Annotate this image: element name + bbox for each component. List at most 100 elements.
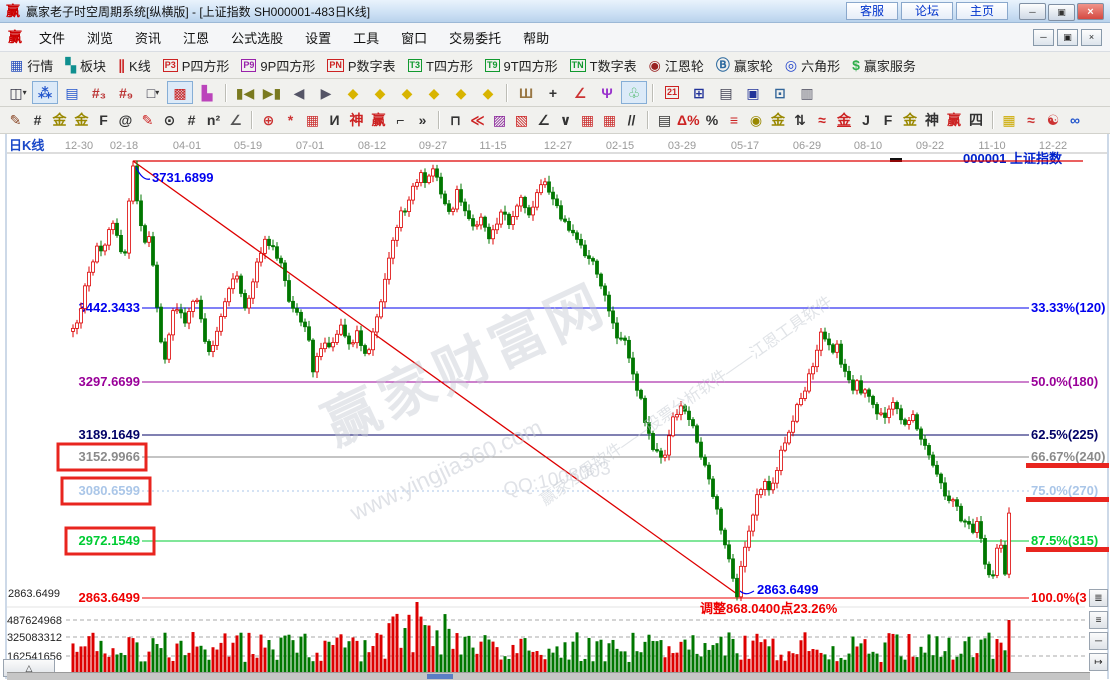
win-angle-button[interactable]: 赢 [944,109,965,131]
chart-9-button[interactable]: #₉ [113,81,139,104]
p-square-button[interactable]: P3 P四方形 [158,54,235,77]
brush-button[interactable]: ✎ [5,109,26,131]
pattern-tool-button[interactable]: ⁂ [32,81,58,104]
p-number-table-button[interactable]: PN P数字表 [322,54,400,77]
jump-start-button[interactable]: ▮◀ [232,81,258,104]
hand-tool-button[interactable]: Ш [513,81,539,104]
menu-item-4[interactable]: 公式选股 [231,30,284,46]
grid-tool-2-button[interactable]: # [181,109,202,131]
t-square-tool-button[interactable]: ⊓ [445,109,466,131]
win-grid-button[interactable]: 赢 [368,109,389,131]
horizontal-scrollbar[interactable] [7,672,1090,680]
parallel-lines-button[interactable]: // [621,109,642,131]
four-angle-button[interactable]: 四 [966,109,987,131]
hexagon-button[interactable]: ◎ 六角形 [780,54,845,77]
fan-box-button[interactable]: ▨ [489,109,510,131]
candle-style-button[interactable]: □ ▾ [140,81,166,104]
trend-wave-button[interactable]: ≈ [1021,109,1042,131]
fan-lines-button[interactable]: ≪ [467,109,488,131]
diamond-compress-button[interactable]: ◆ [421,81,447,104]
gold-angle-button[interactable]: 金 [900,109,921,131]
ruler-123-button[interactable]: ⌐ [390,109,411,131]
gann-tool-button[interactable]: Ψ [594,81,620,104]
t-square-button[interactable]: T3 T四方形 [403,54,478,77]
star-grid-button[interactable]: * [280,109,301,131]
red-grid-button[interactable]: ▦ [577,109,598,131]
pane-layout-3-button[interactable]: ≣ [1089,589,1108,607]
t-number-table-button[interactable]: TN T数字表 [565,54,642,77]
crosshair-tool-button[interactable]: + [540,81,566,104]
circle-cross-button[interactable]: ⊕ [258,109,279,131]
menu-item-1[interactable]: 浏览 [87,30,114,46]
gold-circle-button[interactable]: ◉ [746,109,767,131]
restore-button[interactable]: ▣ [1048,3,1075,21]
menu-item-0[interactable]: 文件 [39,30,66,46]
jump-end-button[interactable]: ▶▮ [259,81,285,104]
web-grid-button[interactable]: ▦ [302,109,323,131]
wave-marker-button[interactable]: И [324,109,345,131]
calendar-button[interactable]: 21 [659,81,685,104]
percent-tool-button[interactable]: % [702,109,723,131]
percent-angle-button[interactable]: Δ% [676,109,701,131]
chart-3-button[interactable]: #₃ [86,81,112,104]
step-forward-button[interactable]: ▶ [313,81,339,104]
more-tools-button[interactable]: » [412,109,433,131]
sectors-button[interactable]: ▚ 板块 [60,54,111,77]
spiral-tool-button[interactable]: @ [115,109,136,131]
close-button[interactable]: × [1077,3,1104,20]
fan-box-2-button[interactable]: ▧ [511,109,532,131]
taiji-button[interactable]: ☯ [1043,109,1064,131]
grid-tool-button[interactable]: # [27,109,48,131]
zone-tool-button[interactable]: ▩ [167,81,193,104]
homepage-button[interactable]: 主页 [955,2,1008,20]
square-numbers-button[interactable]: n² [203,109,224,131]
mdi-minimize-button[interactable]: ─ [1033,28,1054,46]
diamond-h-expand-button[interactable]: ◆ [394,81,420,104]
menu-item-2[interactable]: 资讯 [135,30,162,46]
yellow-grid-button[interactable]: ▦ [999,109,1020,131]
9p-square-button[interactable]: P9 9P四方形 [236,54,320,77]
mdi-close-button[interactable]: × [1081,28,1102,46]
winner-wheel-button[interactable]: Ⓑ 赢家轮 [711,54,778,77]
percent-lines-button[interactable]: ≡ [724,109,745,131]
chart-canvas[interactable]: 日K线 12-30 02-18 04-01 05-19 07-01 08-12 09-27 11… [0,134,1110,679]
winner-service-button[interactable]: $ 赢家服务 [847,54,921,77]
gold-grid-1-button[interactable]: 金 [49,109,70,131]
angle-measure-button[interactable]: ∠ [567,81,593,104]
diamond-full-expand-button[interactable]: ◆ [475,81,501,104]
save-button[interactable]: ▣ [740,81,766,104]
red-grid-arrow-button[interactable]: ▦ [599,109,620,131]
menu-item-7[interactable]: 窗口 [401,30,428,46]
step-back-button[interactable]: ◀ [286,81,312,104]
scrollbar-thumb[interactable] [427,674,453,679]
menu-item-9[interactable]: 帮助 [523,30,550,46]
kline-button[interactable]: ∥ K线 [113,54,156,77]
fibonacci-grid-button[interactable]: F [93,109,114,131]
menu-item-3[interactable]: 江恩 [183,30,210,46]
infinity-tool-button[interactable]: ∞ [1065,109,1086,131]
customer-service-button[interactable]: 客服 [845,2,898,20]
j-angle-button[interactable]: J [856,109,877,131]
wave-a-button[interactable]: ≈ [812,109,833,131]
calculator-button[interactable]: ⊞ [686,81,712,104]
mdi-restore-button[interactable]: ▣ [1057,28,1078,46]
angle-ruler-button[interactable]: ∠ [225,109,246,131]
gold-underline-button[interactable]: 金 [834,109,855,131]
pane-layout-1-button[interactable]: ─ [1089,632,1108,650]
notes-button[interactable]: ▤ [713,81,739,104]
pane-layout-2-button[interactable]: ≡ [1089,611,1108,629]
diamond-shift-left-button[interactable]: ◆ [340,81,366,104]
minimize-button[interactable]: ─ [1019,3,1046,20]
red-pen-button[interactable]: ✎ [137,109,158,131]
shen-angle-button[interactable]: 神 [922,109,943,131]
gold-grid-2-button[interactable]: 金 [71,109,92,131]
histogram-tool-button[interactable]: ▙ [194,81,220,104]
f-angle-button[interactable]: F [878,109,899,131]
cycle-circle-button[interactable]: ⊙ [159,109,180,131]
menu-item-8[interactable]: 交易委托 [449,30,502,46]
9t-square-button[interactable]: T9 9T四方形 [480,54,563,77]
printer-button[interactable]: ▥ [794,81,820,104]
ratio-table-button[interactable]: ▤ [654,109,675,131]
info-panel-button[interactable]: ▤ [59,81,85,104]
leaf-tool-button[interactable]: ♧ [621,81,647,104]
